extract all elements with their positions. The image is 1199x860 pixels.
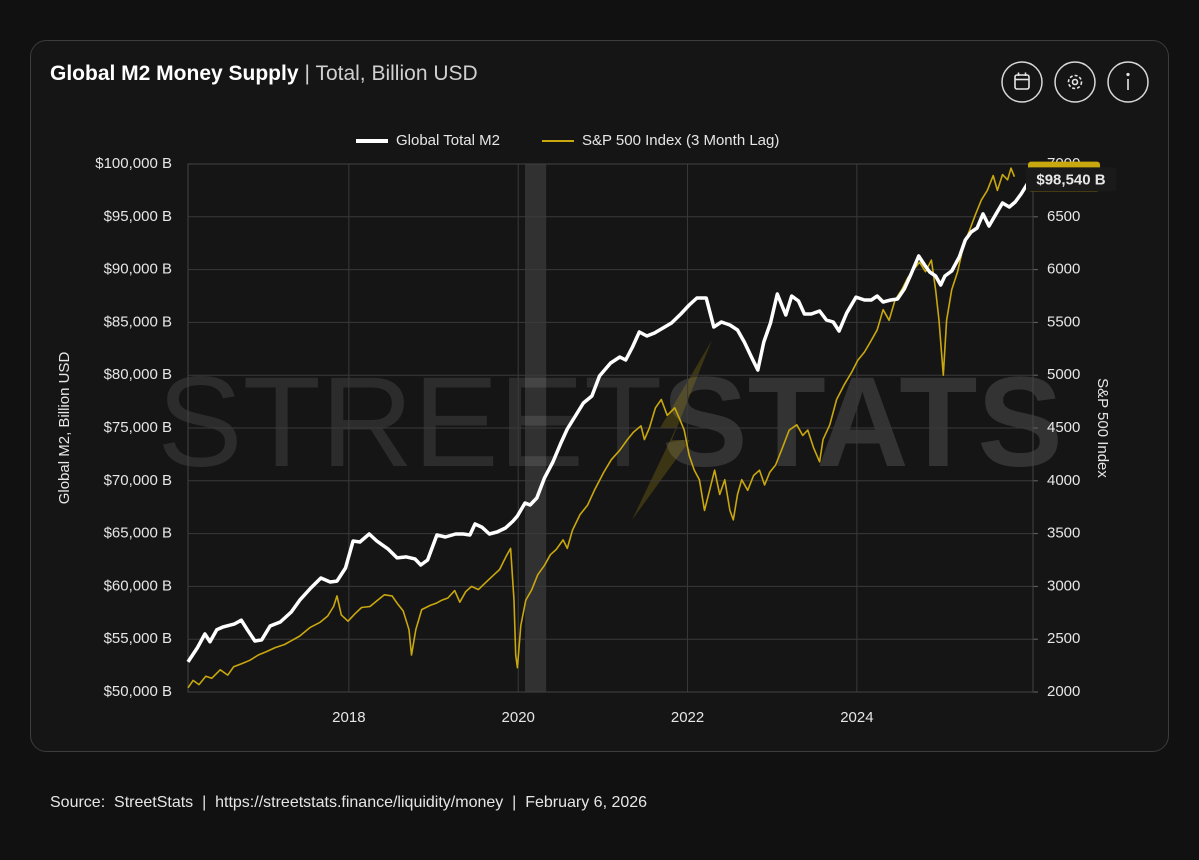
chart-heading: Global M2 Money Supply | Total, Billion U… xyxy=(50,62,478,85)
y-tick-label: $65,000 B xyxy=(104,525,172,542)
plot-frame xyxy=(187,163,1034,693)
y2-tick-label: 3000 xyxy=(1047,577,1080,594)
y2-axis-title: S&P 500 Index xyxy=(1094,378,1111,478)
chart-title: Global M2 Money Supply xyxy=(50,62,299,85)
y2-tick-label: 6500 xyxy=(1047,208,1080,225)
info-button[interactable] xyxy=(1107,61,1149,103)
y2-tick-label: 2000 xyxy=(1047,683,1080,700)
y2-tick-label: 4500 xyxy=(1047,419,1080,436)
y-tick-label: $100,000 B xyxy=(95,155,172,172)
card xyxy=(30,40,1169,752)
calendar-button[interactable] xyxy=(1001,61,1043,103)
y2-tick-label: 6000 xyxy=(1047,261,1080,278)
chart-subtitle: | Total, Billion USD xyxy=(305,62,478,85)
watermark-part: STATS xyxy=(662,351,1063,494)
watermark-bolt xyxy=(632,340,712,520)
plot: STREETSTATS $50,000 B $55,000 B $60,000 B $6… xyxy=(56,132,1116,726)
y-axis-title: Global M2, Billion USD xyxy=(56,352,73,505)
y-tick-label: $80,000 B xyxy=(104,366,172,383)
x-tick-label: 2018 xyxy=(332,709,365,726)
y-tick-label: $70,000 B xyxy=(104,472,172,489)
x-tick-label: 2020 xyxy=(502,709,535,726)
y2-tick-label: 4000 xyxy=(1047,472,1080,489)
y-tick-label: $75,000 B xyxy=(104,419,172,436)
source-note: Source: StreetStats | https://streetstat… xyxy=(50,794,647,811)
y-tick-label: $60,000 B xyxy=(104,577,172,594)
x-tick-label: 2022 xyxy=(671,709,704,726)
series-line xyxy=(186,178,1033,663)
y2-tick-label: 3500 xyxy=(1047,525,1080,542)
legend-label: Global Total M2 xyxy=(396,132,500,149)
y-tick-label: $95,000 B xyxy=(104,208,172,225)
legend-label: S&P 500 Index (3 Month Lag) xyxy=(582,132,779,149)
end-label: $98,540 B xyxy=(1036,171,1105,188)
watermark: STREETSTATS xyxy=(157,351,1063,494)
settings-button[interactable] xyxy=(1054,61,1096,103)
watermark-part: STREET xyxy=(157,351,662,494)
y2-tick-label: 5000 xyxy=(1047,366,1080,383)
y2-tick-label: 5500 xyxy=(1047,313,1080,330)
end-marker xyxy=(1026,167,1116,192)
y-tick-label: $85,000 B xyxy=(104,313,172,330)
y2-tick-label: 2500 xyxy=(1047,630,1080,647)
y-tick-label: $90,000 B xyxy=(104,261,172,278)
y-tick-label: $50,000 B xyxy=(104,683,172,700)
y-tick-label: $55,000 B xyxy=(104,630,172,647)
x-tick-label: 2024 xyxy=(840,709,873,726)
